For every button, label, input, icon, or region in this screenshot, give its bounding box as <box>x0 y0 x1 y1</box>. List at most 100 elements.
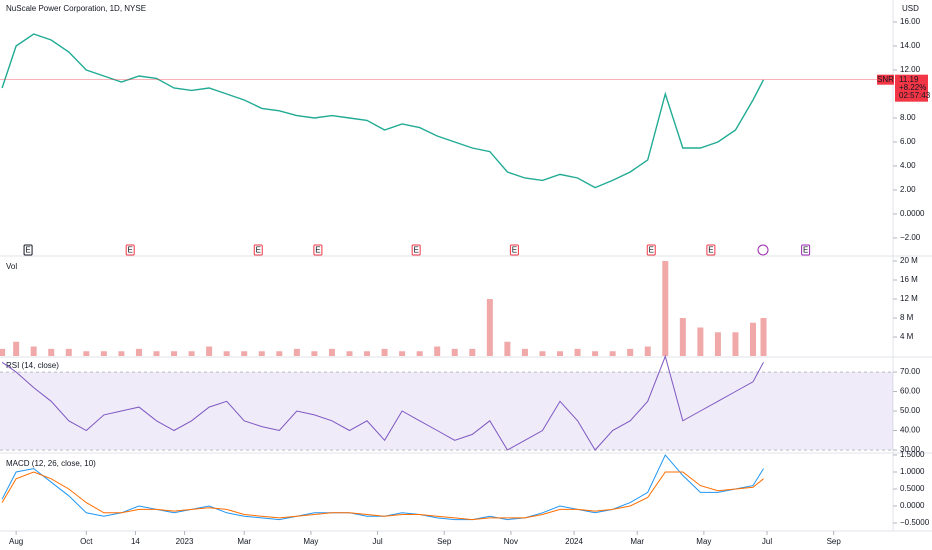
volume-bar <box>662 260 669 356</box>
y-tick-label: 4.00 <box>900 161 916 170</box>
volume-bar <box>592 351 599 356</box>
volume-bar <box>451 348 458 356</box>
earnings-label: E <box>315 246 320 255</box>
y-tick-label: 30.00 <box>900 445 921 454</box>
volume-bar <box>609 351 616 356</box>
y-tick-label: 40.00 <box>900 426 921 435</box>
volume-bar <box>364 351 371 356</box>
x-tick-label: 2024 <box>565 537 583 546</box>
volume-bar <box>732 332 739 356</box>
x-tick-label: Nov <box>504 537 518 546</box>
volume-bar <box>30 346 37 356</box>
volume-bar <box>276 351 283 356</box>
y-tick-label: 16 M <box>900 275 918 284</box>
volume-bar <box>749 322 756 356</box>
y-tick-label: 6.00 <box>900 137 916 146</box>
volume-bar <box>381 348 388 356</box>
y-tick-label: 8 M <box>900 313 914 322</box>
volume-bar <box>679 317 686 356</box>
line-series <box>1 33 765 189</box>
earnings-marker <box>706 244 716 256</box>
volume-bar <box>328 348 335 356</box>
volume-bar <box>504 341 511 356</box>
earnings-marker <box>313 244 323 256</box>
earnings-marker <box>253 244 263 256</box>
volume-bar <box>188 351 195 356</box>
earnings-marker <box>23 244 33 256</box>
last-price: 11.19 <box>899 75 919 84</box>
volume-bar <box>83 351 90 356</box>
rsi-band <box>0 372 893 451</box>
y-tick-label: 8.00 <box>900 113 916 122</box>
volume-bar <box>416 351 423 356</box>
volume-bar <box>469 348 476 356</box>
volume-bar <box>118 351 125 356</box>
earnings-marker <box>125 244 135 256</box>
y-tick-label: 12.00 <box>900 65 921 74</box>
x-tick-label: Sep <box>827 537 842 546</box>
symbol-tag <box>877 74 894 85</box>
pane-title: RSI (14, close) <box>6 361 59 370</box>
volume-bar <box>293 348 300 356</box>
x-tick-label: Jul <box>372 537 382 546</box>
volume-bar <box>627 348 634 356</box>
line-series <box>1 471 764 521</box>
volume-bar <box>13 341 20 356</box>
volume-bar <box>697 327 704 356</box>
volume-bar <box>399 351 406 356</box>
earnings-label: E <box>128 246 133 255</box>
price-change: +8.22% <box>899 83 926 92</box>
volume-bar <box>223 351 230 356</box>
line-series <box>1 354 764 451</box>
y-tick-label: 12 M <box>900 294 918 303</box>
pane-title: Vol <box>6 262 17 271</box>
y-tick-label: 0.0000 <box>900 209 925 218</box>
volume-bar <box>644 346 651 356</box>
y-tick-label: 16.00 <box>900 17 921 26</box>
dividend-icon <box>757 244 769 256</box>
symbol-label: SNR <box>877 75 894 84</box>
volume-bar <box>171 351 178 356</box>
earnings-label: E <box>708 246 713 255</box>
earnings-label: E <box>803 246 808 255</box>
y-tick-label: 70.00 <box>900 367 921 376</box>
volume-bar <box>48 348 55 356</box>
y-tick-label: 0.0000 <box>900 501 925 510</box>
volume-bar <box>714 332 721 356</box>
volume-bar <box>486 298 493 356</box>
volume-bar <box>557 351 564 356</box>
countdown: 02:57:43 <box>899 91 931 100</box>
y-tick-label: 50.00 <box>900 406 921 415</box>
volume-bar <box>206 346 213 356</box>
earnings-label: E <box>649 246 654 255</box>
x-tick-label: Oct <box>80 537 93 546</box>
x-tick-label: Aug <box>9 537 23 546</box>
x-tick-label: 2023 <box>176 537 194 546</box>
volume-bar <box>521 348 528 356</box>
y-tick-label: 60.00 <box>900 387 921 396</box>
x-tick-label: Mar <box>630 537 644 546</box>
volume-bar <box>153 351 160 356</box>
earnings-label: E <box>256 246 261 255</box>
volume-bar <box>0 348 6 356</box>
volume-bar <box>434 346 441 356</box>
y-tick-label: 20 M <box>900 256 918 265</box>
x-tick-label: Mar <box>237 537 251 546</box>
y-tick-label: 0.5000 <box>900 484 925 493</box>
earnings-label: E <box>25 246 30 255</box>
x-tick-label: 14 <box>131 537 140 546</box>
pane-title: MACD (12, 26, close, 10) <box>6 459 96 468</box>
y-tick-label: 2.00 <box>900 185 916 194</box>
currency: USD <box>902 4 919 13</box>
volume-bar <box>760 317 767 356</box>
volume-bar <box>539 351 546 356</box>
volume-bar <box>574 348 581 356</box>
volume-bar <box>100 351 107 356</box>
x-tick-label: Sep <box>437 537 452 546</box>
y-tick-label: 4 M <box>900 332 914 341</box>
y-tick-label: −0.5000 <box>900 518 930 527</box>
volume-bar <box>311 351 318 356</box>
volume-bar <box>258 351 265 356</box>
